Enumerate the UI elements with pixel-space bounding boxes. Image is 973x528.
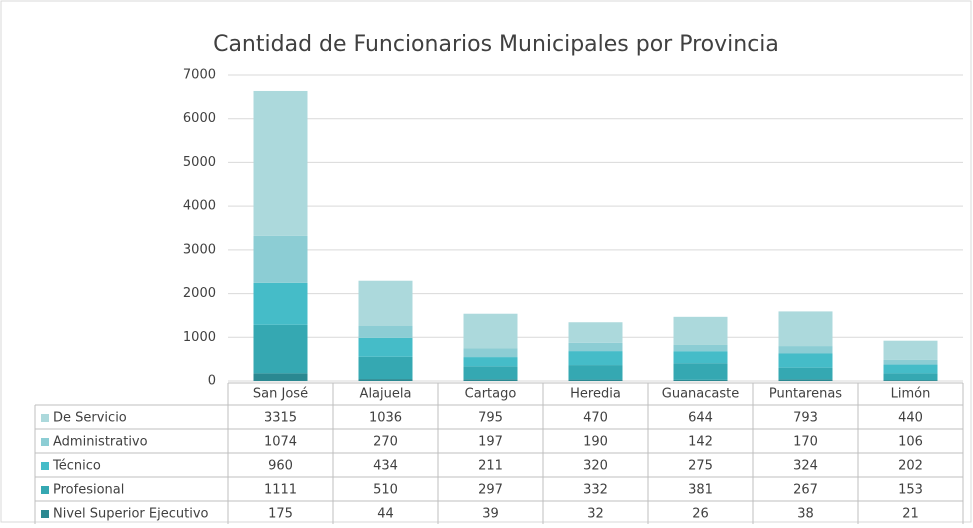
bar-segment xyxy=(568,379,623,381)
table-value: 153 xyxy=(898,483,923,498)
table-value: 381 xyxy=(688,483,713,498)
table-value: 197 xyxy=(478,435,503,450)
table-value: 434 xyxy=(373,459,398,474)
table-value: 170 xyxy=(793,435,818,450)
y-tick-label: 7000 xyxy=(183,68,216,83)
legend-label: Profesional xyxy=(53,483,124,498)
table-value: 175 xyxy=(268,507,293,522)
x-tick-label: Heredia xyxy=(570,387,621,402)
y-tick-label: 0 xyxy=(208,374,216,389)
legend-key xyxy=(41,486,49,494)
bar-segment xyxy=(568,322,623,343)
table-value: 320 xyxy=(583,459,608,474)
bar-segment xyxy=(253,324,308,374)
table-value: 1111 xyxy=(264,483,297,498)
table-value: 960 xyxy=(268,459,293,474)
table-value: 202 xyxy=(898,459,923,474)
table-value: 644 xyxy=(688,411,713,426)
x-tick-label: Cartago xyxy=(465,387,517,402)
table-value: 1036 xyxy=(369,411,402,426)
legend-key xyxy=(41,438,49,446)
table-value: 21 xyxy=(902,507,919,522)
bar-segment xyxy=(568,342,623,352)
y-tick-label: 4000 xyxy=(183,199,216,214)
table-value: 3315 xyxy=(264,411,297,426)
bar-segment xyxy=(778,346,833,354)
bar-segment xyxy=(673,363,728,380)
y-tick-label: 6000 xyxy=(183,111,216,126)
table-value: 324 xyxy=(793,459,818,474)
table-value: 275 xyxy=(688,459,713,474)
y-tick-label: 3000 xyxy=(183,242,216,257)
legend-key xyxy=(41,414,49,422)
bar-segment xyxy=(883,373,938,381)
bar-segment xyxy=(673,379,728,381)
legend-key xyxy=(41,510,49,518)
table-value: 297 xyxy=(478,483,503,498)
table-value: 1074 xyxy=(264,435,297,450)
bar-segment xyxy=(463,379,518,381)
bar-segment xyxy=(358,280,413,327)
bar-segment xyxy=(673,316,728,345)
bar-segment xyxy=(358,326,413,338)
bar-segment xyxy=(883,359,938,365)
legend-label: De Servicio xyxy=(53,411,127,426)
table-value: 38 xyxy=(797,507,814,522)
x-tick-label: Alajuela xyxy=(360,387,412,402)
table-value: 211 xyxy=(478,459,503,474)
table-value: 190 xyxy=(583,435,608,450)
legend-key xyxy=(41,462,49,470)
table-value: 793 xyxy=(793,411,818,426)
table-value: 106 xyxy=(898,435,923,450)
bar-segment xyxy=(883,380,938,381)
bar-segment xyxy=(778,353,833,368)
bar-segment xyxy=(463,313,518,349)
legend-label: Administrativo xyxy=(53,435,148,450)
table-value: 470 xyxy=(583,411,608,426)
table-value: 795 xyxy=(478,411,503,426)
table-value: 26 xyxy=(692,507,709,522)
table-value: 44 xyxy=(377,507,394,522)
bar-segment xyxy=(883,340,938,360)
chart-title: Cantidad de Funcionarios Municipales por… xyxy=(213,32,779,57)
bar-segment xyxy=(778,367,833,380)
legend-label: Nivel Superior Ejecutivo xyxy=(53,507,209,522)
table-value: 510 xyxy=(373,483,398,498)
bar-segment xyxy=(463,366,518,380)
table-value: 440 xyxy=(898,411,923,426)
x-tick-label: Limón xyxy=(891,387,931,402)
bar-segment xyxy=(568,351,623,366)
table-value: 332 xyxy=(583,483,608,498)
bar-segment xyxy=(463,357,518,367)
y-tick-label: 1000 xyxy=(183,330,216,345)
bar-segment xyxy=(358,379,413,381)
bar-segment xyxy=(883,364,938,374)
legend-label: Técnico xyxy=(52,459,101,474)
bar-segment xyxy=(253,373,308,381)
table-value: 32 xyxy=(587,507,604,522)
bar-segment xyxy=(463,348,518,358)
table-value: 267 xyxy=(793,483,818,498)
bar-segment xyxy=(253,235,308,283)
bar-segment xyxy=(778,379,833,381)
bar-segment xyxy=(358,356,413,380)
x-tick-label: Puntarenas xyxy=(769,387,842,402)
bar-segment xyxy=(253,90,308,236)
y-tick-label: 5000 xyxy=(183,155,216,170)
bar-segment xyxy=(253,282,308,325)
bar-segment xyxy=(673,344,728,352)
y-tick-label: 2000 xyxy=(183,286,216,301)
x-tick-label: Guanacaste xyxy=(662,387,739,402)
bar-segment xyxy=(358,337,413,357)
bar-segment xyxy=(673,351,728,364)
bar-segment xyxy=(778,311,833,347)
bar-segment xyxy=(568,365,623,380)
table-value: 142 xyxy=(688,435,713,450)
table-value: 39 xyxy=(482,507,499,522)
x-tick-label: San José xyxy=(253,387,308,402)
table-value: 270 xyxy=(373,435,398,450)
